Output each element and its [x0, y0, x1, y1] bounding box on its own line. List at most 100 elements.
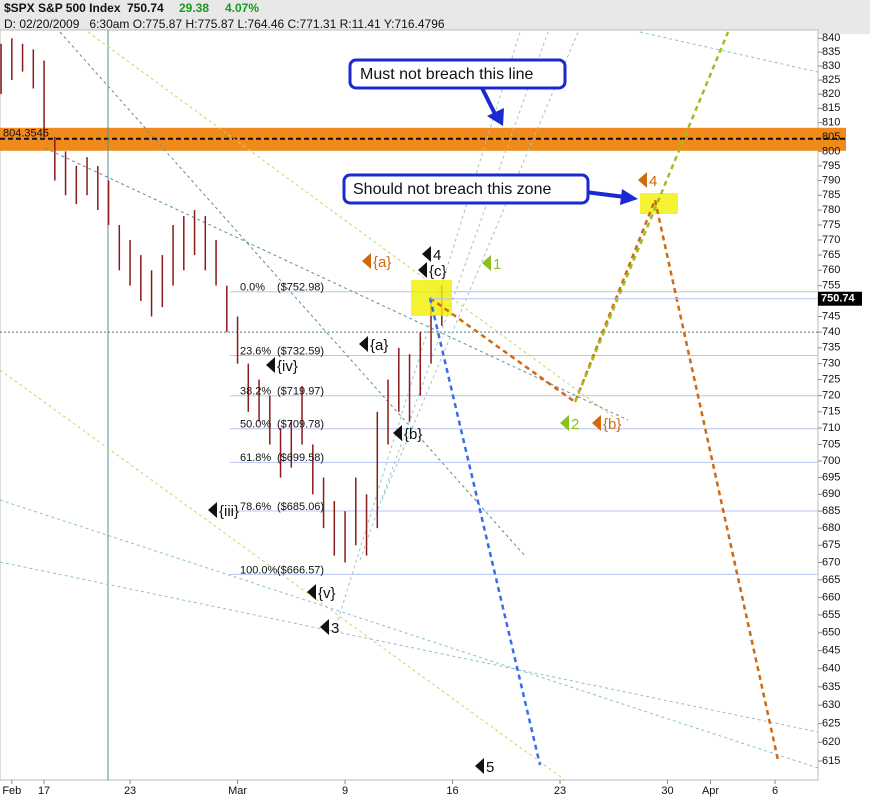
fib-label: 61.8% [240, 452, 271, 464]
y-tick-label: 615 [822, 755, 840, 767]
wave-marker [482, 255, 491, 271]
x-tick-label: 9 [342, 785, 348, 797]
y-tick-label: 695 [822, 471, 840, 483]
wave-marker [266, 357, 275, 373]
resistance-band [0, 127, 846, 151]
fib-label: 100.0% [240, 564, 278, 576]
wave-label: 2 [571, 416, 579, 433]
y-tick-label: 840 [822, 32, 840, 44]
y-tick-label: 795 [822, 160, 840, 172]
y-tick-label: 715 [822, 406, 840, 418]
wave-label: 1 [493, 256, 501, 273]
y-tick-label: 655 [822, 609, 840, 621]
y-tick-label: 665 [822, 574, 840, 586]
callout-arrowhead [620, 189, 638, 205]
wave-marker [208, 502, 217, 518]
y-tick-label: 660 [822, 591, 840, 603]
header-pct: 4.07% [225, 1, 259, 15]
wave-marker [422, 246, 431, 262]
wave-label: 3 [331, 620, 339, 637]
y-tick-label: 640 [822, 663, 840, 675]
callout-arrowhead [487, 108, 504, 126]
header-change: 29.38 [179, 1, 209, 15]
fib-value-label: ($732.59) [277, 345, 324, 357]
wave-marker [320, 619, 329, 635]
y-tick-label: 625 [822, 718, 840, 730]
wave-label: {iv} [277, 358, 298, 375]
callout-box [342, 173, 590, 205]
fib-label: 50.0% [240, 419, 271, 431]
x-tick-label: 30 [661, 785, 673, 797]
y-tick-label: 710 [822, 422, 840, 434]
price-bars [0, 38, 443, 563]
y-tick-label: 725 [822, 374, 840, 386]
y-tick-label: 835 [822, 46, 840, 58]
y-tick-label: 810 [822, 116, 840, 128]
y-tick-label: 785 [822, 189, 840, 201]
wave-label: 4 [649, 173, 657, 190]
callout-arrow [584, 190, 626, 199]
y-tick-label: 825 [822, 74, 840, 86]
y-tick-label: 635 [822, 681, 840, 693]
y-tick-label: 690 [822, 488, 840, 500]
y-tick-label: 790 [822, 174, 840, 186]
channel-line [381, 31, 579, 501]
y-tick-label: 805 [822, 131, 840, 143]
y-tick-label: 765 [822, 249, 840, 261]
y-tick-label: 800 [822, 145, 840, 157]
wave-label: {b} [603, 416, 621, 433]
fib-value-label: ($699.58) [277, 452, 324, 464]
x-tick-label: 17 [38, 785, 50, 797]
fib-label: 23.6% [240, 345, 271, 357]
wave-label: {iii} [219, 503, 239, 520]
background-layer [0, 37, 846, 784]
y-tick-label: 730 [822, 358, 840, 370]
callouts: Must not breach this line Should not bre… [342, 58, 638, 205]
y-tick-label: 740 [822, 326, 840, 338]
fib-value-label: ($685.06) [277, 501, 324, 513]
trendline [0, 369, 566, 781]
wave-marker [359, 336, 368, 352]
wave-marker [418, 262, 427, 278]
fib-value-label: ($752.98) [277, 282, 324, 294]
zone-box [640, 193, 678, 214]
x-tick-label: Apr [702, 785, 719, 797]
header-bar [0, 0, 870, 34]
y-tick-label: 830 [822, 60, 840, 72]
projections [411, 31, 780, 766]
channel-line [337, 31, 521, 621]
y-tick-label: 760 [822, 264, 840, 276]
wave-marker [307, 584, 316, 600]
labels-layer: 6156206256306356406456506556606656706756… [2, 32, 862, 797]
fib-value-label: ($666.57) [277, 564, 324, 576]
y-tick-label: 770 [822, 234, 840, 246]
y-tick-label: 745 [822, 310, 840, 322]
y-tick-label: 675 [822, 539, 840, 551]
last-price-label: 750.74 [821, 293, 856, 305]
fib-label: 78.6% [240, 501, 271, 513]
wave-marker [362, 253, 371, 269]
y-tick-label: 755 [822, 280, 840, 292]
x-tick-label: Feb [2, 785, 21, 797]
y-tick-label: 720 [822, 390, 840, 402]
fib-label: 38.2% [240, 386, 271, 398]
fib-label: 0.0% [240, 282, 265, 294]
wave-label: {a} [373, 254, 391, 271]
wave-marker [638, 172, 647, 188]
y-tick-label: 820 [822, 88, 840, 100]
callout-text: Should not breach this zone [353, 181, 551, 198]
y-tick-label: 670 [822, 556, 840, 568]
resistance-label: 804.3545 [3, 128, 49, 140]
x-tick-label: 6 [772, 785, 778, 797]
y-tick-label: 780 [822, 204, 840, 216]
trendline [0, 561, 819, 733]
y-tick-label: 630 [822, 699, 840, 711]
trendline [59, 31, 526, 557]
x-tick-label: Mar [228, 785, 247, 797]
title: $SPX S&P 500 Index [4, 1, 121, 15]
wave-marker [475, 758, 484, 774]
wave-marker [393, 425, 402, 441]
wave-label: 4 [433, 247, 441, 264]
callout-text: Must not breach this line [360, 66, 534, 83]
